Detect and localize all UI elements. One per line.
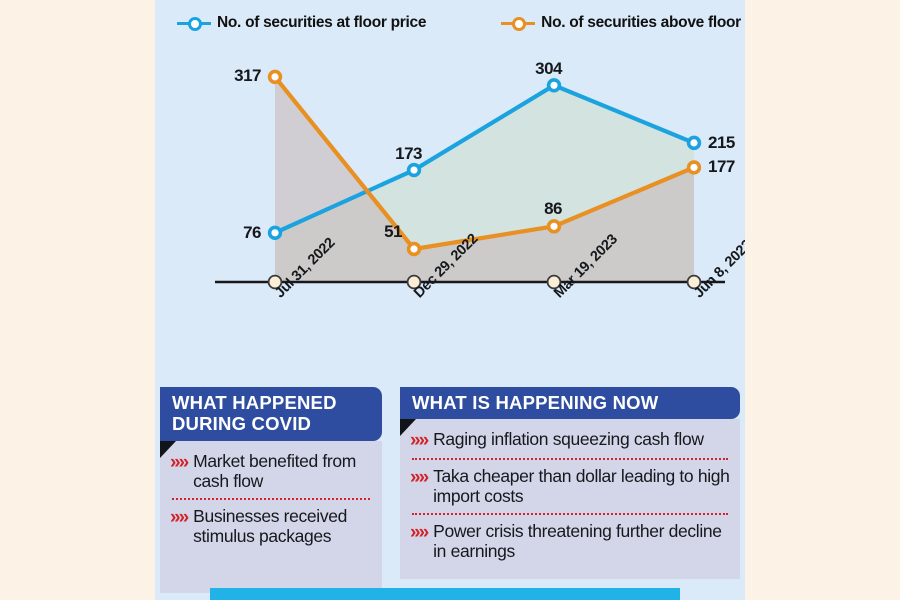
panel-during-covid-title-line-0: WHAT HAPPENED [172, 392, 337, 413]
legend-item-at-floor-price: No. of securities at floor price [177, 14, 426, 32]
bullet-item: »» Raging inflation squeezing cash flow [408, 426, 732, 454]
bottom-accent-bar [210, 588, 680, 600]
panel-during-covid-title: WHAT HAPPENED DURING COVID [160, 387, 382, 441]
bullet-text: Businesses received stimulus packages [193, 505, 347, 547]
panel-happening-now-notch-icon [400, 419, 416, 436]
bullet-item: »» Businesses received stimulus packages [168, 503, 374, 550]
bullet-text: Taka cheaper than dollar leading to high… [433, 465, 730, 507]
data-point-label: 86 [544, 199, 562, 219]
panel-happening-now-title: WHAT IS HAPPENING NOW [400, 387, 740, 420]
panel-happening-now: WHAT IS HAPPENING NOW »» Raging inflation… [400, 387, 740, 580]
legend-label-at-floor-price: No. of securities at floor price [217, 14, 427, 31]
legend-marker-at-floor-price-icon [177, 15, 211, 31]
bullet-item: »» Taka cheaper than dollar leading to hi… [408, 463, 732, 510]
bullet-separator [172, 497, 370, 500]
panel-during-covid-body: »» Market benefited from cash flow »» Busin… [160, 440, 382, 593]
data-point-label: 51 [384, 222, 402, 241]
data-point-label: 173 [395, 144, 422, 164]
data-point-label: 317 [234, 65, 261, 85]
double-chevron-icon: »» [170, 506, 189, 528]
bullet-item: »» Market benefited from cash flow [168, 448, 374, 495]
bullet-text: Raging inflation squeezing cash flow [433, 429, 704, 450]
legend-label-above-floor-price: No. of securities above floor price [541, 14, 745, 31]
panel-happening-now-body: »» Raging inflation squeezing cash flow»»… [400, 419, 740, 580]
data-point-label: 76 [243, 222, 261, 242]
bullet-text: Power crisis threatening further decline… [433, 520, 722, 562]
double-chevron-icon: »» [410, 466, 429, 488]
panel-during-covid-notch-icon [160, 441, 176, 458]
double-chevron-icon: »» [410, 521, 429, 543]
data-point-label: 215 [708, 132, 735, 152]
chart-legend: No. of securities at floor price No. of … [155, 8, 745, 38]
infographic-panel: No. of securities at floor price No. of … [155, 0, 745, 600]
legend-item-above-floor-price: No. of securities above floor price [501, 14, 745, 32]
data-point-label: 177 [708, 157, 735, 177]
panel-happening-now-title-line-0: WHAT IS HAPPENING NOW [412, 392, 659, 413]
panel-during-covid: WHAT HAPPENED DURING COVID »» Market benef… [160, 387, 382, 593]
bullet-separator [412, 457, 728, 460]
chart-canvas [215, 69, 725, 290]
data-point-label: 304 [535, 59, 562, 79]
bullet-separator [412, 512, 728, 515]
line-chart: 76 173 304 215 317 51 86 177 Jul 31, 2022 Dec 29… [155, 36, 745, 376]
bullet-text: Market benefited from cash flow [193, 450, 357, 492]
legend-marker-above-floor-price-icon [501, 15, 536, 31]
panel-during-covid-title-line-1: DURING COVID [172, 413, 312, 435]
bullet-item: »» Power crisis threatening further decli… [408, 518, 732, 565]
